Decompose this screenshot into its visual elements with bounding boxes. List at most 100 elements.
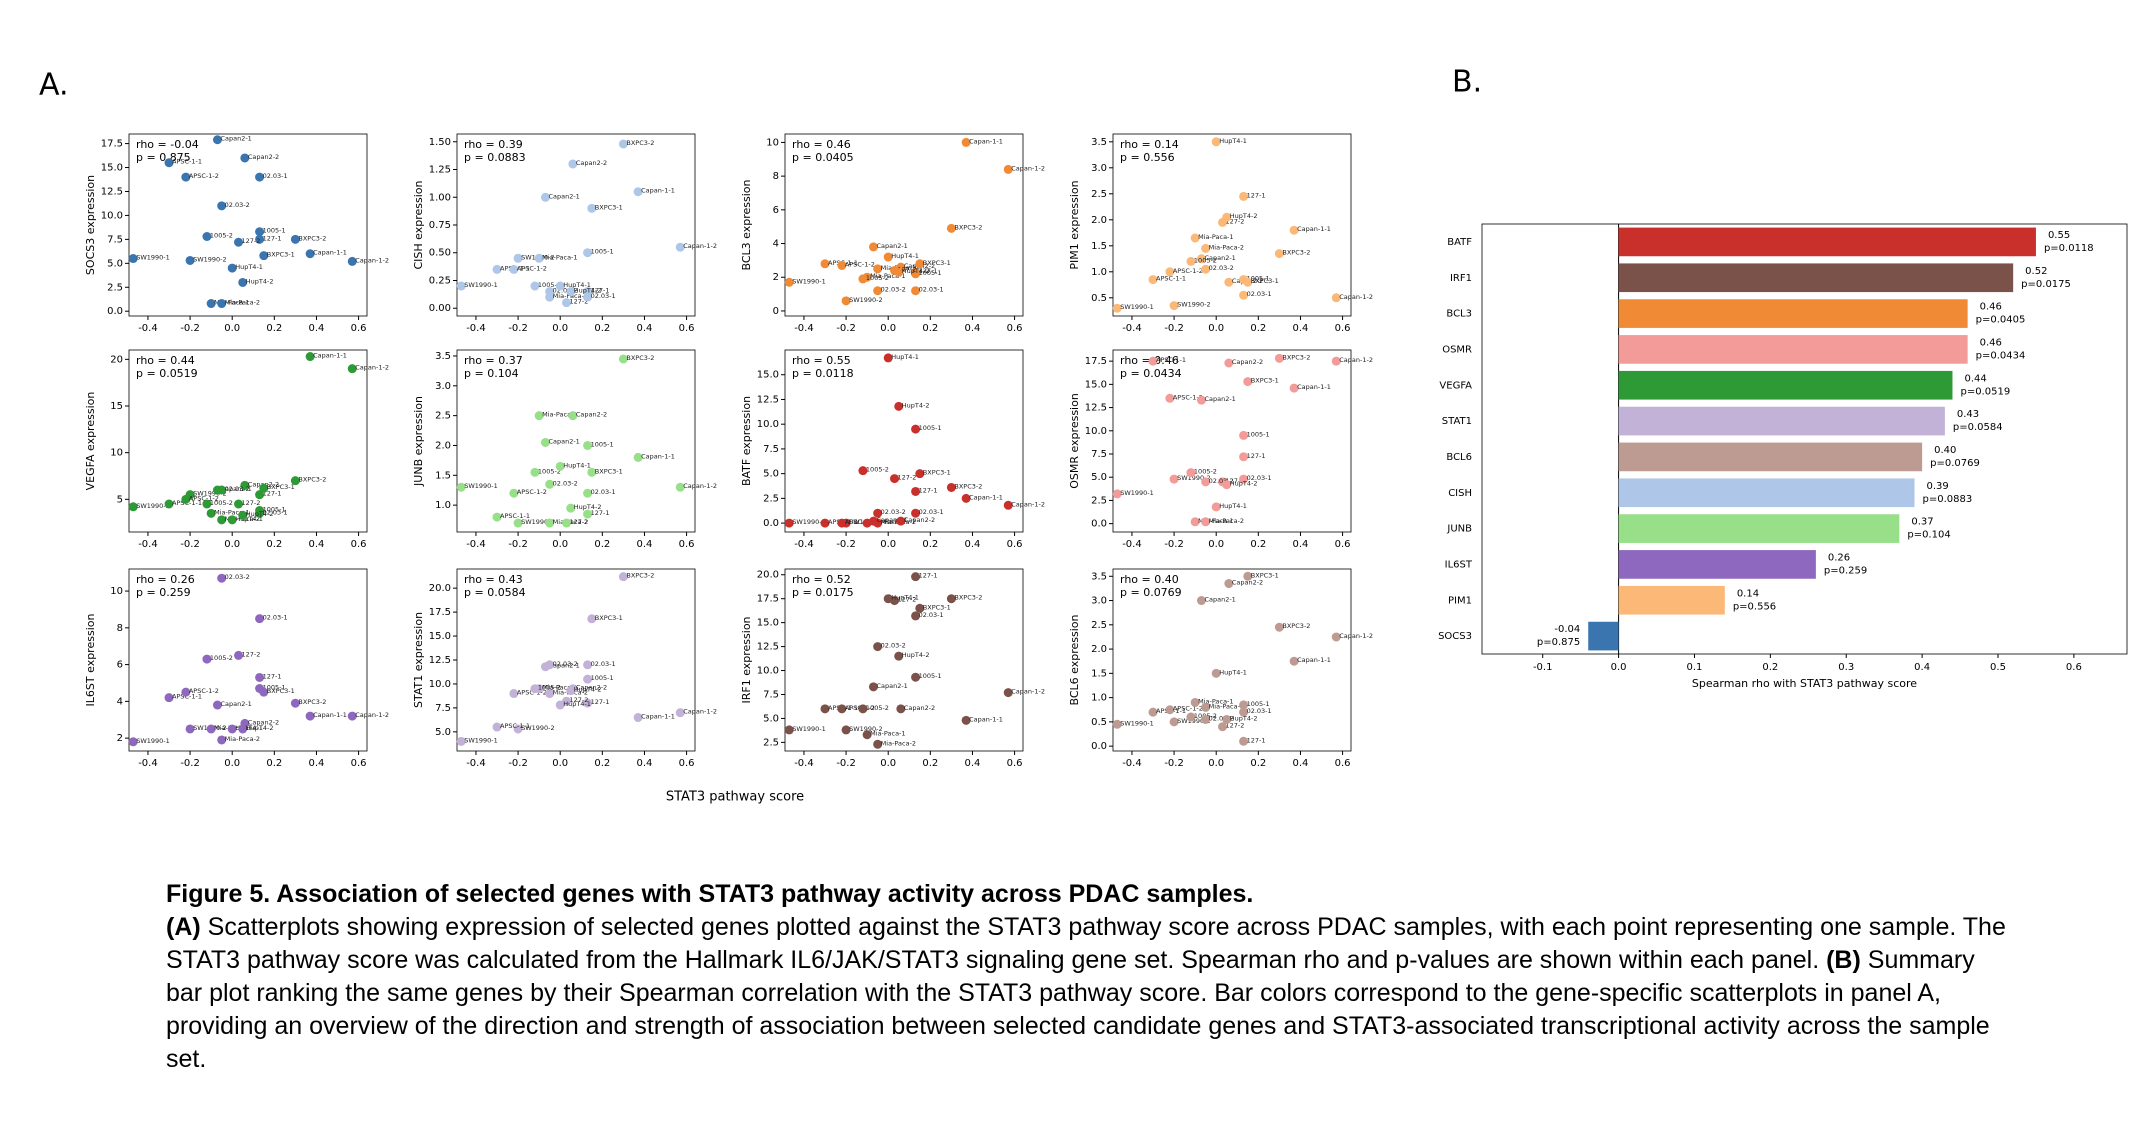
y-tick-label: 5.0	[435, 727, 451, 738]
point	[513, 724, 523, 734]
point-label: Mia-Paca-2	[553, 292, 588, 300]
y-tick-label: IL6ST	[1445, 559, 1473, 570]
stat-annotation: p = 0.0769	[1120, 586, 1182, 599]
stat-annotation: p = 0.0519	[136, 367, 198, 380]
y-tick-label: STAT1	[1442, 416, 1472, 427]
point	[238, 277, 248, 287]
stat-annotation: p = 0.0405	[792, 151, 854, 164]
point	[290, 698, 300, 708]
point-label: APSC-1-2	[1173, 393, 1203, 401]
point	[873, 264, 883, 274]
x-tick-label: 0.0	[880, 323, 896, 334]
y-tick-label: 4	[773, 239, 779, 250]
y-axis-label: PIM1 expression	[1068, 180, 1081, 269]
point	[633, 712, 643, 722]
y-tick-label: 7.5	[435, 703, 451, 714]
value-label: 0.26	[1828, 552, 1850, 563]
point-label: 1005-1	[1247, 275, 1270, 283]
point	[128, 737, 138, 747]
point-label: HupT4-2	[902, 267, 930, 275]
y-tick-label: 10.0	[429, 679, 451, 690]
x-tick-label: -0.4	[466, 323, 486, 334]
point-label: BXPC3-1	[923, 603, 951, 611]
y-tick-label: 6	[117, 660, 123, 671]
y-tick-label: PIM1	[1448, 595, 1472, 606]
point-label: 127-1	[919, 486, 938, 494]
caption-label: (B)	[1826, 946, 1861, 974]
y-tick-label: 2.5	[107, 282, 123, 293]
point-label: HupT4-1	[563, 700, 591, 708]
point-label: HupT4-2	[246, 510, 274, 518]
point-label: BXPC3-2	[626, 572, 654, 580]
y-tick-label: CISH	[1448, 488, 1472, 499]
point-label: 1005-1	[1247, 430, 1270, 438]
point-label: 02.03-2	[225, 201, 250, 209]
point-label: Mia-Paca-2	[881, 739, 916, 747]
stat-annotation: p = 0.556	[1120, 151, 1175, 164]
y-tick-label: 15.0	[757, 370, 779, 381]
x-tick-label: 0.6	[679, 758, 695, 769]
x-tick-label: 0.4	[964, 323, 980, 334]
point-label: APSC-1-2	[189, 494, 219, 502]
point-label: Capan-1-1	[641, 712, 675, 720]
axes-frame	[128, 349, 368, 533]
point	[566, 686, 576, 696]
point	[1274, 249, 1284, 259]
point-label: BXPC3-1	[595, 467, 623, 475]
point	[583, 440, 593, 450]
point	[1243, 377, 1253, 387]
point-label: SW1990-2	[1177, 717, 1211, 725]
point	[347, 256, 357, 266]
point-label: Capan-1-1	[313, 249, 347, 257]
point	[206, 299, 216, 309]
point	[1274, 353, 1284, 363]
point-label: 127-1	[1247, 736, 1266, 744]
x-tick-label: 0.6	[1335, 323, 1351, 334]
point-label: SW1990-2	[849, 725, 883, 733]
point	[1239, 736, 1249, 746]
point-label: Capan2-2	[904, 704, 935, 712]
point-label: 1005-1	[263, 227, 286, 235]
axes-frame	[128, 133, 368, 317]
point	[961, 493, 971, 503]
bar	[1618, 406, 1945, 436]
point	[841, 296, 851, 306]
point-label: Capan2-1	[876, 682, 907, 690]
point	[583, 509, 593, 519]
point-label: HupT4-2	[1230, 212, 1258, 220]
point	[820, 704, 830, 714]
point	[587, 467, 597, 477]
point-label: SW1990-1	[136, 254, 170, 262]
axes-frame	[784, 133, 1024, 317]
point	[1112, 719, 1122, 729]
caption: Figure 5. Association of selected genes …	[166, 878, 2006, 1076]
y-tick-label: 12.5	[757, 642, 779, 653]
point-label: 02.03-2	[881, 642, 906, 650]
point	[202, 499, 212, 509]
y-axis-label: VEGFA expression	[84, 392, 97, 491]
point-label: SW1990-2	[1177, 301, 1211, 309]
point-label: SW1990-1	[464, 482, 498, 490]
y-tick-label: 0.5	[1091, 293, 1107, 304]
y-tick-label: 10	[110, 448, 123, 459]
x-tick-label: -0.2	[1164, 323, 1184, 334]
point	[255, 672, 265, 682]
value-label: 0.39	[1927, 481, 1949, 492]
point-label: BXPC3-2	[298, 476, 326, 484]
y-tick-label: 10.0	[1085, 426, 1107, 437]
point	[568, 411, 578, 421]
y-tick-label: 17.5	[429, 607, 451, 618]
point	[1186, 712, 1196, 722]
axes-frame	[1481, 223, 2128, 655]
point	[1239, 452, 1249, 462]
point-label: HupT4-2	[246, 724, 274, 732]
p-label: p=0.0118	[2044, 243, 2094, 254]
stat-annotation: rho = 0.43	[464, 573, 523, 586]
point-label: 1005-1	[591, 440, 614, 448]
point-label: 1005-2	[538, 281, 561, 289]
point	[911, 611, 921, 621]
point	[540, 192, 550, 202]
point	[1148, 275, 1158, 285]
point-label: HupT4-2	[574, 287, 602, 295]
x-tick-label: -0.2	[508, 758, 528, 769]
